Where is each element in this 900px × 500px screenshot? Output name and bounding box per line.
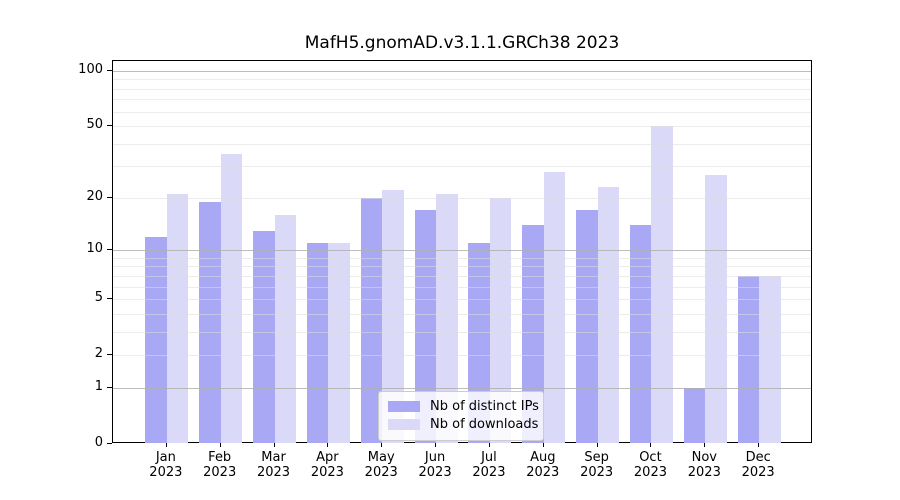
x-tick-mark-jan [165,443,167,447]
minor-gridline-20 [113,197,811,199]
y-tick-label-20: 20 [86,188,103,204]
bar-distinct-ips-feb [199,201,221,443]
bar-distinct-ips-nov [683,387,706,443]
minor-gridline-6 [113,286,811,288]
bar-downloads-dec [759,275,781,443]
y-tick-mark-20 [107,196,112,198]
bar-downloads-apr [328,243,350,443]
x-tick-label-sep: Sep 2023 [580,450,614,480]
x-tick-mark-nov [704,443,706,447]
x-tick-mark-dec [758,443,760,447]
y-tick-mark-10 [107,249,112,251]
minor-gridline-50 [113,126,811,128]
x-tick-label-feb: Feb 2023 [203,450,237,480]
minor-gridline-70 [113,99,811,101]
minor-gridline-8 [113,266,811,268]
y-tick-mark-100 [107,69,112,71]
bar-distinct-ips-apr [306,243,329,443]
bar-distinct-ips-sep [576,210,598,443]
minor-gridline-30 [113,166,811,168]
major-gridline-1 [113,387,811,389]
x-tick-mark-sep [596,443,598,447]
minor-gridline-3 [113,331,811,333]
legend-entry-distinct-ips: Nb of distinct IPs [388,398,539,415]
bar-distinct-ips-jun [414,210,437,443]
y-tick-label-2: 2 [94,346,103,362]
x-tick-mark-mar [273,443,275,447]
legend-swatch-distinct-ips [388,401,420,412]
legend: Nb of distinct IPs Nb of downloads [378,391,544,441]
x-tick-mark-feb [219,443,221,447]
x-tick-mark-apr [327,443,329,447]
y-tick-mark-2 [107,354,112,356]
minor-gridline-2 [113,355,811,357]
major-gridline-10 [113,250,811,252]
y-tick-label-5: 5 [94,290,103,306]
x-tick-label-nov: Nov 2023 [687,450,721,480]
y-tick-label-50: 50 [86,117,103,133]
bar-downloads-jun [436,194,458,443]
minor-gridline-40 [113,143,811,145]
y-tick-mark-50 [107,125,112,127]
legend-swatch-downloads [388,419,420,430]
minor-gridline-7 [113,275,811,277]
chart-title: MafH5.gnomAD.v3.1.1.GRCh38 2023 [304,33,620,53]
x-tick-mark-jun [435,443,437,447]
legend-label-distinct-ips: Nb of distinct IPs [430,399,539,414]
x-tick-label-oct: Oct 2023 [633,450,667,480]
x-tick-label-jun: Jun 2023 [418,450,452,480]
x-tick-label-jul: Jul 2023 [472,450,506,480]
x-tick-label-apr: Apr 2023 [310,450,344,480]
bar-downloads-nov [705,174,727,443]
bar-distinct-ips-mar [253,230,275,443]
x-tick-label-mar: Mar 2023 [256,450,291,480]
minor-gridline-5 [113,299,811,301]
x-tick-mark-aug [542,443,544,447]
major-gridline-100 [113,70,811,72]
bar-downloads-sep [597,187,620,443]
bar-downloads-may [382,190,404,443]
bar-downloads-mar [274,214,297,443]
x-tick-label-may: May 2023 [364,450,398,480]
minor-gridline-90 [113,79,811,81]
bar-downloads-oct [651,126,673,443]
x-tick-label-aug: Aug 2023 [526,450,560,480]
plot-area [112,60,812,443]
y-tick-label-1: 1 [94,378,103,394]
x-tick-mark-oct [650,443,652,447]
bar-distinct-ips-may [360,197,383,443]
legend-entry-downloads: Nb of downloads [388,416,539,433]
y-tick-mark-0 [107,443,112,444]
minor-gridline-4 [113,313,811,315]
minor-gridline-60 [113,111,811,113]
y-tick-mark-1 [107,386,112,388]
x-tick-mark-may [381,443,383,447]
x-tick-label-jan: Jan 2023 [149,450,183,480]
bar-downloads-feb [220,154,243,443]
x-tick-label-dec: Dec 2023 [741,450,775,480]
bar-distinct-ips-jan [145,236,167,443]
bar-distinct-ips-dec [737,275,760,443]
minor-gridline-80 [113,88,811,90]
y-tick-label-100: 100 [78,61,103,77]
bar-downloads-aug [543,171,566,443]
legend-label-downloads: Nb of downloads [430,417,539,432]
bar-downloads-jul [489,197,512,443]
y-tick-label-0: 0 [94,435,103,450]
bar-downloads-jan [166,194,189,443]
y-tick-label-10: 10 [86,241,103,257]
x-tick-mark-jul [488,443,490,447]
minor-gridline-9 [113,257,811,259]
y-tick-mark-5 [107,298,112,300]
